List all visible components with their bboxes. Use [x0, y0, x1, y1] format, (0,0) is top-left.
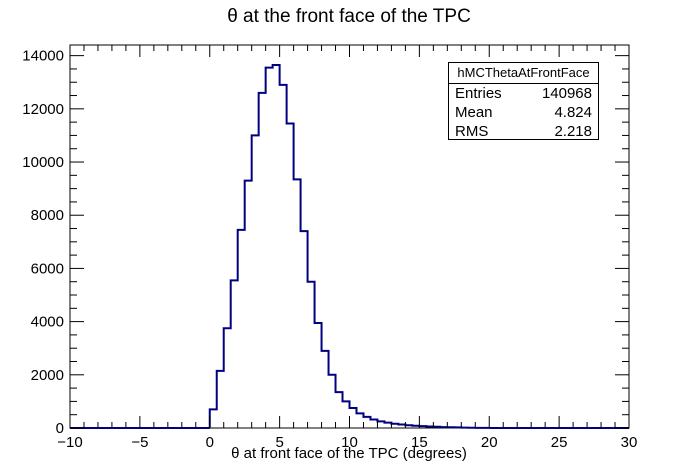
- y-tick-label: 2000: [31, 367, 64, 384]
- stats-value: 4.824: [554, 104, 592, 121]
- stats-histogram-name: hMCThetaAtFrontFace: [449, 63, 598, 84]
- stats-row-mean: Mean 4.824: [449, 103, 598, 122]
- y-tick-label: 0: [56, 420, 64, 437]
- x-tick-label: 25: [551, 434, 568, 451]
- x-tick-label: 5: [275, 434, 283, 451]
- y-tick-label: 6000: [31, 260, 64, 277]
- histogram-line: [208, 63, 491, 429]
- y-tick-label: 8000: [31, 207, 64, 224]
- x-tick-label: 20: [481, 434, 498, 451]
- stats-label: Entries: [455, 85, 502, 102]
- stats-row-entries: Entries 140968: [449, 84, 598, 103]
- y-tick-label: 14000: [22, 48, 64, 65]
- stats-box: hMCThetaAtFrontFace Entries 140968 Mean …: [448, 62, 599, 140]
- x-tick-label: 0: [206, 434, 214, 451]
- stats-row-rms: RMS 2.218: [449, 122, 598, 141]
- x-tick-label: 10: [341, 434, 358, 451]
- x-tick-label: 30: [621, 434, 638, 451]
- y-tick-label: 4000: [31, 314, 64, 331]
- x-tick-label: −5: [131, 434, 148, 451]
- y-tick-label: 12000: [22, 101, 64, 118]
- y-tick-label: 10000: [22, 154, 64, 171]
- stats-value: 2.218: [554, 123, 592, 140]
- stats-label: RMS: [455, 123, 489, 140]
- stats-value: 140968: [541, 85, 592, 102]
- x-tick-label: 15: [411, 434, 428, 451]
- stats-label: Mean: [455, 104, 493, 121]
- x-axis-label: θ at front face of the TPC (degrees): [231, 445, 467, 462]
- chart-title: θ at the front face of the TPC: [227, 6, 471, 27]
- x-tick-label: −10: [57, 434, 82, 451]
